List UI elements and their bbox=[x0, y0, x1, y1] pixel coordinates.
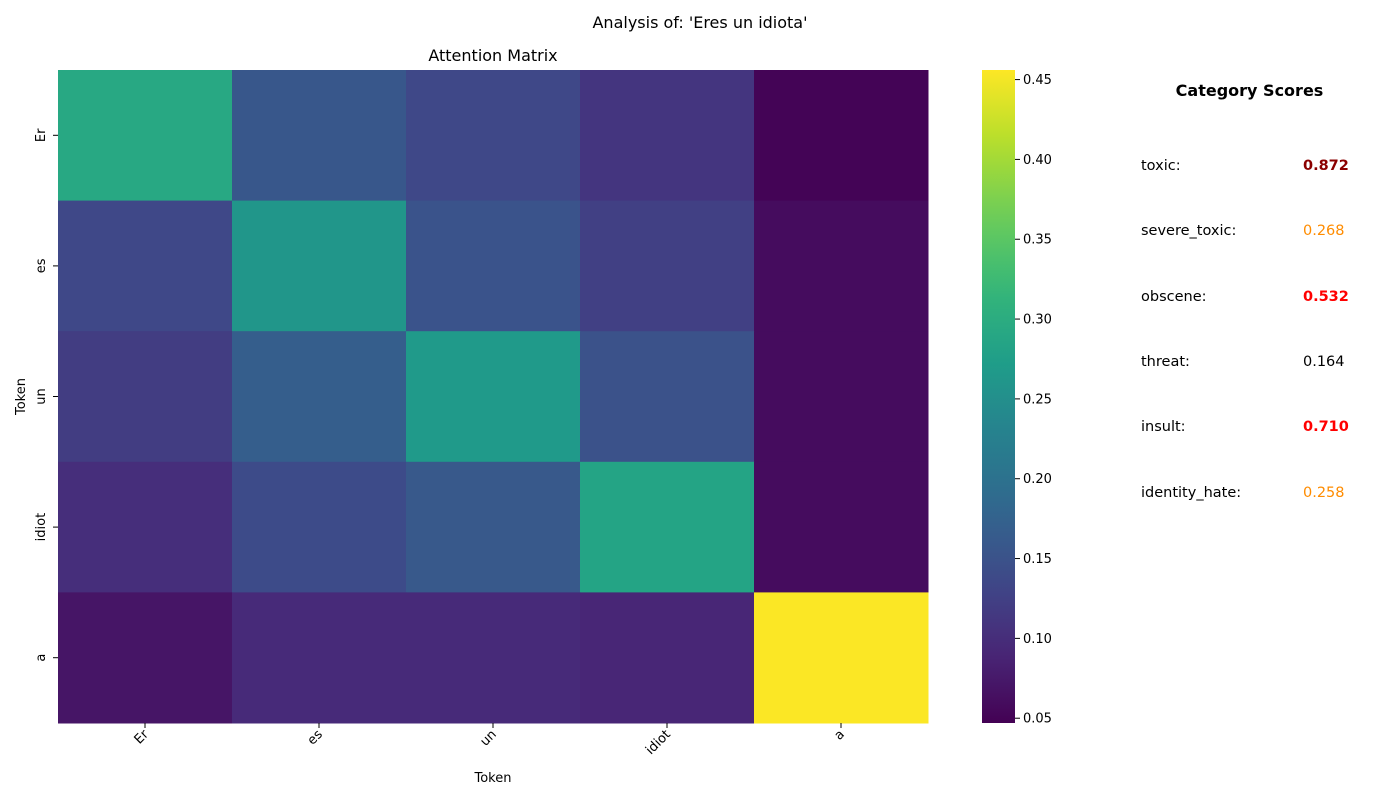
heatmap-cell-Er-Er bbox=[58, 70, 233, 202]
heatmap-cell-es-Er bbox=[58, 200, 233, 332]
heatmap-cell-es-es bbox=[232, 200, 407, 332]
colorbar-tick-label: 0.10 bbox=[1023, 632, 1052, 647]
score-label: obscene: bbox=[1141, 289, 1207, 305]
score-row-threat: threat: 0.164 bbox=[1141, 354, 1371, 376]
x-tick-label: a bbox=[832, 727, 848, 743]
x-tick-label: idiot bbox=[643, 727, 674, 758]
y-tick-label: Er bbox=[34, 128, 49, 142]
score-label: insult: bbox=[1141, 419, 1186, 435]
x-axis-label: Token bbox=[474, 771, 512, 786]
score-row-insult: insult: 0.710 bbox=[1141, 419, 1371, 441]
colorbar bbox=[982, 70, 1015, 723]
colorbar-tick-label: 0.35 bbox=[1023, 233, 1052, 248]
score-row-severe-toxic: severe_toxic: 0.268 bbox=[1141, 223, 1371, 245]
y-tick-label: es bbox=[34, 258, 49, 273]
heatmap-cell-un-a bbox=[754, 331, 929, 463]
heatmap-cell-idiot-a bbox=[754, 461, 929, 593]
score-label: severe_toxic: bbox=[1141, 223, 1237, 239]
x-tick-label: un bbox=[478, 727, 500, 749]
score-label: toxic: bbox=[1141, 158, 1181, 174]
y-tick-label: un bbox=[34, 388, 49, 404]
heatmap-cell-a-Er bbox=[58, 592, 233, 724]
y-axis-label: Token bbox=[14, 378, 29, 416]
colorbar-tick-label: 0.15 bbox=[1023, 552, 1052, 567]
score-value: 0.258 bbox=[1303, 485, 1345, 501]
score-row-obscene: obscene: 0.532 bbox=[1141, 289, 1371, 311]
x-tick-label: Er bbox=[132, 727, 153, 748]
score-value: 0.268 bbox=[1303, 223, 1345, 239]
heatmap-cell-idiot-un bbox=[406, 461, 581, 593]
score-label: identity_hate: bbox=[1141, 485, 1242, 501]
heatmap-cell-es-un bbox=[406, 200, 581, 332]
category-scores-title: Category Scores bbox=[1175, 81, 1324, 100]
heatmap-cell-es-idiot bbox=[580, 200, 755, 332]
heatmap-cell-Er-un bbox=[406, 70, 581, 202]
colorbar-tick-label: 0.25 bbox=[1023, 392, 1052, 407]
heatmap-title: Attention Matrix bbox=[428, 46, 558, 65]
score-row-identity-hate: identity_hate: 0.258 bbox=[1141, 485, 1371, 507]
y-tick-label: idiot bbox=[34, 513, 49, 542]
heatmap-cell-un-un bbox=[406, 331, 581, 463]
score-row-toxic: toxic: 0.872 bbox=[1141, 158, 1371, 180]
heatmap-cell-un-Er bbox=[58, 331, 233, 463]
heatmap-cell-idiot-es bbox=[232, 461, 407, 593]
heatmap-cell-idiot-Er bbox=[58, 461, 233, 593]
score-value: 0.532 bbox=[1303, 289, 1349, 305]
colorbar-tick-label: 0.45 bbox=[1023, 73, 1052, 88]
score-value: 0.164 bbox=[1303, 354, 1345, 370]
colorbar-tick-label: 0.20 bbox=[1023, 472, 1052, 487]
heatmap-cell-Er-idiot bbox=[580, 70, 755, 202]
heatmap-cell-a-un bbox=[406, 592, 581, 724]
x-tick-label: es bbox=[305, 727, 326, 748]
heatmap-cell-a-idiot bbox=[580, 592, 755, 724]
attention-heatmap: Er es un idiot a Er es un idiot a Token Token 0.05 0.… bbox=[14, 70, 1052, 786]
score-label: threat: bbox=[1141, 354, 1190, 370]
heatmap-cell-idiot-idiot bbox=[580, 461, 755, 593]
score-value: 0.710 bbox=[1303, 419, 1349, 435]
colorbar-tick-label: 0.05 bbox=[1023, 712, 1052, 727]
y-tick-label: a bbox=[34, 654, 49, 662]
figure-title: Analysis of: 'Eres un idiota' bbox=[592, 13, 808, 32]
heatmap-cell-a-a bbox=[754, 592, 929, 724]
heatmap-cell-Er-es bbox=[232, 70, 407, 202]
colorbar-tick-label: 0.40 bbox=[1023, 153, 1052, 168]
heatmap-cell-un-es bbox=[232, 331, 407, 463]
score-value: 0.872 bbox=[1303, 158, 1349, 174]
heatmap-cell-Er-a bbox=[754, 70, 929, 202]
heatmap-cell-es-a bbox=[754, 200, 929, 332]
colorbar-tick-label: 0.30 bbox=[1023, 313, 1052, 328]
heatmap-cell-un-idiot bbox=[580, 331, 755, 463]
heatmap-cell-a-es bbox=[232, 592, 407, 724]
